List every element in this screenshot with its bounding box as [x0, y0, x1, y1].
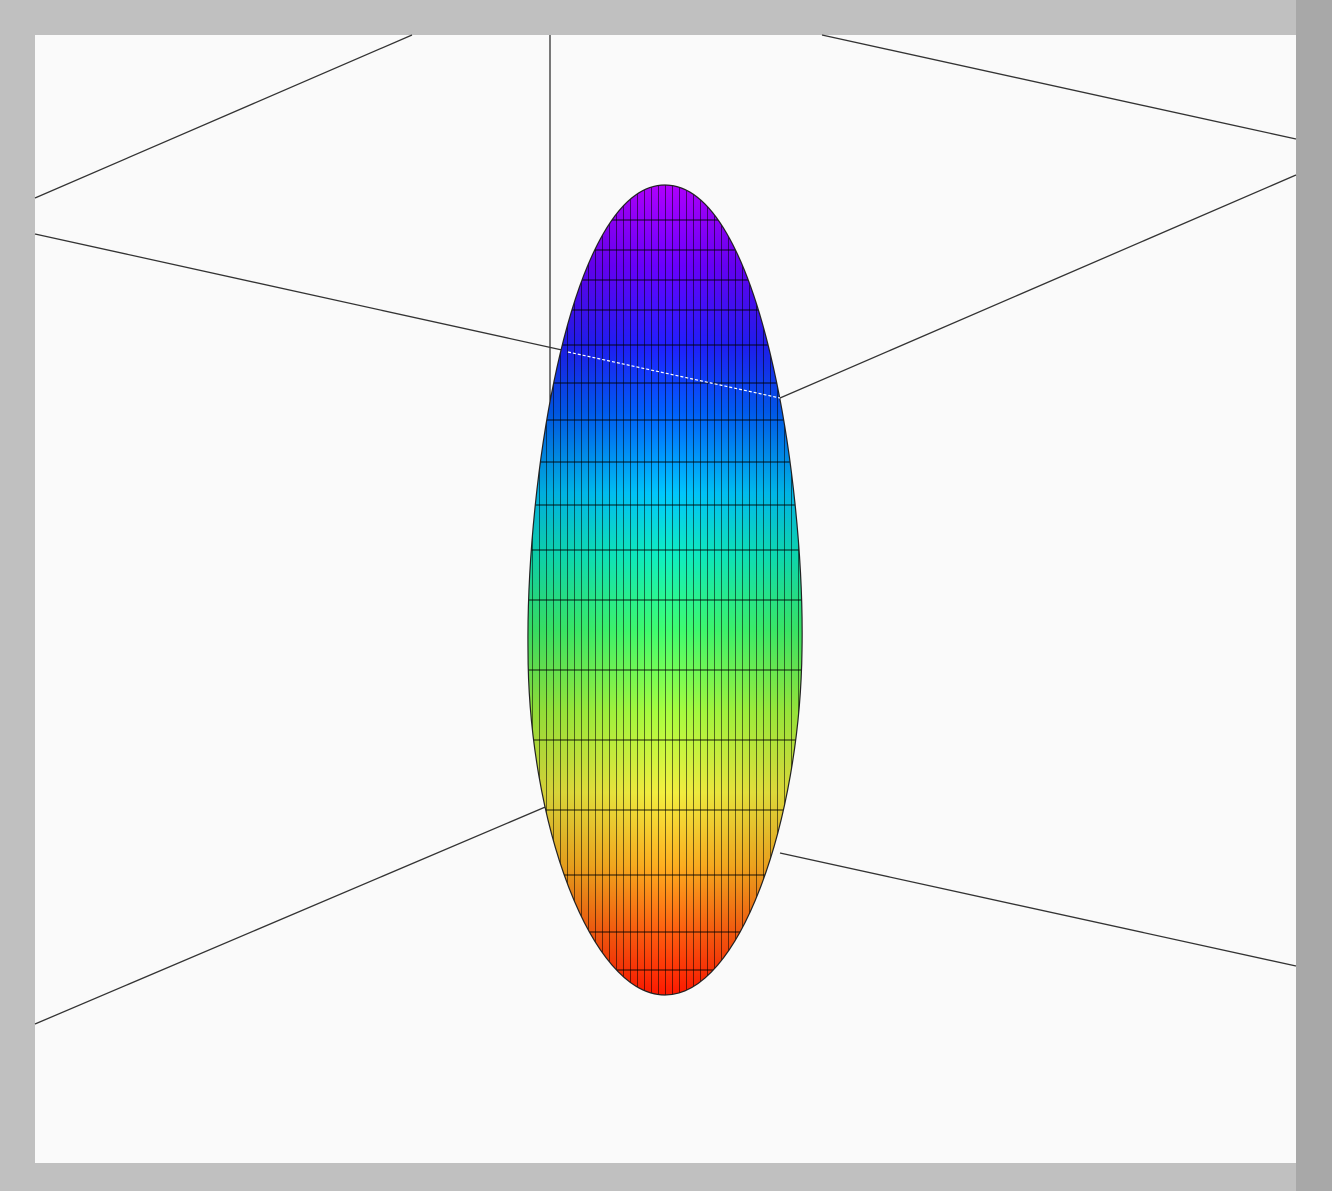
box-edge-through-surface	[567, 351, 781, 399]
surface-shade	[527, 185, 803, 995]
box-edge	[34, 34, 413, 199]
box-edge	[779, 174, 1297, 399]
frame-edge	[1296, 0, 1332, 1191]
box-edge	[821, 34, 1297, 140]
surface-outline	[527, 184, 803, 996]
box-edge	[779, 852, 1297, 967]
box-edge	[34, 804, 551, 1025]
ellipsoid-surface	[527, 185, 803, 995]
